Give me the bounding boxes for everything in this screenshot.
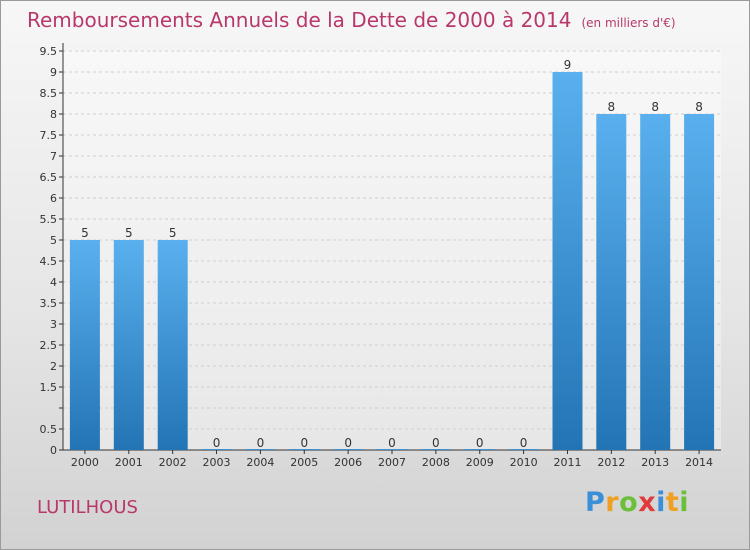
x-tick-label: 2005: [290, 456, 318, 469]
bar: [377, 449, 407, 450]
data-label: 0: [476, 436, 484, 450]
data-label: 8: [695, 100, 703, 114]
logo-letter: r: [605, 487, 620, 518]
data-label: 5: [169, 226, 177, 240]
data-label: 5: [81, 226, 89, 240]
data-label: 8: [608, 100, 616, 114]
data-label: 0: [257, 436, 265, 450]
y-tick-label: 0.5: [40, 423, 58, 436]
x-tick-label: 2013: [641, 456, 669, 469]
data-label: 0: [213, 436, 221, 450]
bar: [69, 240, 100, 450]
data-label: 8: [651, 100, 659, 114]
y-tick-label: 1.5: [40, 381, 58, 394]
logo-letter: x: [638, 487, 657, 518]
x-tick-label: 2008: [422, 456, 450, 469]
data-label: 0: [432, 436, 440, 450]
y-tick-label: 8: [50, 108, 57, 121]
y-tick-label: 9: [50, 66, 57, 79]
data-label: 0: [520, 436, 528, 450]
y-tick-label: 7: [50, 150, 57, 163]
y-tick-label: 0: [50, 444, 57, 457]
x-tick-label: 2004: [246, 456, 274, 469]
bar: [640, 114, 671, 450]
y-tick-label: 4: [50, 276, 57, 289]
bar: [596, 114, 627, 450]
x-tick-label: 2002: [159, 456, 187, 469]
logo-letter: i: [679, 487, 690, 518]
y-tick-label: 3.5: [40, 297, 58, 310]
bar: [113, 240, 144, 450]
data-label: 0: [388, 436, 396, 450]
y-tick-label: 5.5: [40, 213, 58, 226]
logo-letter: o: [619, 487, 639, 518]
x-tick-label: 2006: [334, 456, 362, 469]
x-tick-label: 2011: [553, 456, 581, 469]
bar: [333, 449, 364, 450]
x-tick-label: 2010: [510, 456, 538, 469]
data-label: 0: [344, 436, 352, 450]
x-tick-label: 2009: [466, 456, 494, 469]
data-label: 5: [125, 226, 133, 240]
bar: [684, 114, 715, 450]
chart-title-text: Remboursements Annuels de la Dette de 20…: [27, 8, 572, 32]
y-tick-label: 4.5: [40, 255, 58, 268]
bar: [201, 449, 232, 450]
y-tick-label: 2: [50, 360, 57, 373]
y-tick-label: 9.5: [40, 45, 58, 58]
x-tick-label: 2014: [685, 456, 713, 469]
y-tick-label: 6: [50, 192, 57, 205]
x-tick-label: 2012: [597, 456, 625, 469]
data-label: 9: [564, 58, 572, 72]
logo-letter: i: [656, 487, 666, 518]
data-label: 0: [300, 436, 308, 450]
bar: [552, 72, 583, 450]
proxiti-logo: Proxiti: [585, 487, 689, 518]
bar: [289, 449, 320, 450]
logo-letter: t: [665, 487, 680, 518]
location-label: LUTILHOUS: [37, 497, 138, 518]
logo-letter: P: [585, 487, 606, 518]
y-tick-label: 8.5: [40, 87, 58, 100]
y-tick-label: 2.5: [40, 339, 58, 352]
y-tick-label: 3: [50, 318, 57, 331]
chart-subtitle: (en milliers d'€): [581, 16, 676, 30]
y-tick-label: 7.5: [40, 129, 58, 142]
y-tick-label: 5: [50, 234, 57, 247]
x-tick-label: 2007: [378, 456, 406, 469]
x-tick-label: 2003: [203, 456, 231, 469]
bar: [157, 240, 188, 450]
y-tick-label: 6.5: [40, 171, 58, 184]
bar: [508, 449, 539, 450]
bar: [245, 449, 276, 450]
bar: [420, 449, 451, 450]
bar: [464, 449, 495, 450]
chart-title: Remboursements Annuels de la Dette de 20…: [27, 8, 676, 32]
x-tick-label: 2000: [71, 456, 99, 469]
x-tick-label: 2001: [115, 456, 143, 469]
